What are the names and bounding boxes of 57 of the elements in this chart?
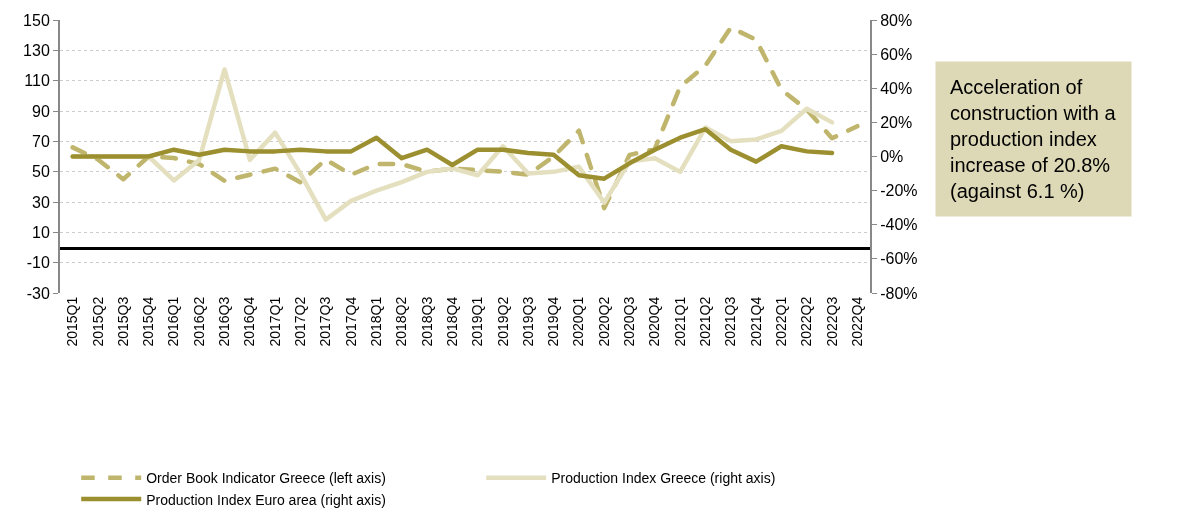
- x-tick-label: 2016Q3: [216, 296, 233, 347]
- x-tick-label: 2021Q3: [722, 296, 739, 347]
- x-tick-label: 2021Q2: [697, 296, 714, 347]
- y2-tick-label: -40%: [880, 216, 918, 234]
- x-tick-label: 2022Q2: [798, 296, 815, 347]
- x-tick-label: 2019Q2: [494, 296, 511, 347]
- y-tick-label: 150: [23, 11, 50, 29]
- line-series: [70, 25, 860, 211]
- x-tick-label: 2015Q2: [89, 296, 106, 347]
- x-tick-label: 2016Q2: [190, 296, 207, 347]
- x-tick-label: 2019Q3: [519, 296, 536, 347]
- y2-tick-label: 0%: [880, 148, 904, 166]
- x-tick-label: 2020Q3: [621, 296, 638, 347]
- y-tick-label: 10: [32, 223, 50, 241]
- x-tick-label: 2020Q1: [570, 296, 587, 347]
- line-series: [70, 126, 835, 181]
- x-tick-label: 2018Q2: [393, 296, 410, 347]
- x-tick-label: 2022Q1: [772, 296, 789, 347]
- y2-tick-label: -20%: [880, 182, 918, 200]
- x-tick-label: 2015Q3: [114, 296, 131, 347]
- x-tick-label: 2021Q4: [747, 296, 764, 347]
- text: Acceleration of construction with a production index increase of 20.8% (against 6.1 %): [950, 76, 1117, 202]
- y-tick-label: -30: [26, 284, 50, 302]
- y2-tick-label: 80%: [880, 11, 913, 29]
- x-tick-label: 2015Q1: [64, 296, 81, 347]
- y-tick-label: -10: [26, 254, 50, 272]
- y2-tick-label: -60%: [880, 250, 918, 268]
- x-tick-label: 2022Q4: [848, 296, 865, 347]
- x-tick-label: 2019Q1: [469, 296, 486, 347]
- x-tick-label: 2019Q4: [545, 296, 562, 347]
- y-tick-label: 70: [32, 132, 50, 150]
- y2-tick-label: -80%: [880, 284, 918, 302]
- x-tick-label: 2016Q1: [165, 296, 182, 347]
- x-tick-label: 2015Q4: [140, 296, 157, 347]
- legend-label: Order Book Indicator Greece (left axis): [146, 470, 386, 487]
- x-tick-label: 2020Q4: [646, 296, 663, 347]
- legend-label: Production Index Greece (right axis): [551, 470, 776, 487]
- x-tick-label: 2017Q1: [266, 296, 283, 347]
- y-tick-label: 110: [24, 72, 50, 90]
- x-tick-label: 2018Q3: [418, 296, 435, 347]
- x-tick-label: 2017Q3: [317, 296, 334, 347]
- y2-tick-label: 40%: [880, 79, 913, 97]
- y-tick-label: 130: [23, 41, 50, 59]
- y2-tick-label: 60%: [880, 45, 913, 63]
- y-tick-label: 30: [32, 193, 50, 211]
- y2-tick-label: 20%: [880, 113, 913, 131]
- x-tick-label: 2018Q1: [367, 296, 384, 347]
- x-tick-label: 2022Q3: [823, 296, 840, 347]
- x-tick-label: 2020Q2: [595, 296, 612, 347]
- x-tick-label: 2016Q4: [241, 296, 258, 347]
- x-tick-label: 2017Q2: [292, 296, 309, 347]
- y-tick-label: 90: [32, 102, 50, 120]
- x-tick-label: 2021Q1: [671, 296, 688, 347]
- x-tick-label: 2017Q4: [342, 296, 359, 347]
- legend-label: Production Index Euro area (right axis): [146, 491, 386, 508]
- x-tick-label: 2018Q4: [443, 296, 460, 347]
- y-tick-label: 50: [32, 163, 50, 181]
